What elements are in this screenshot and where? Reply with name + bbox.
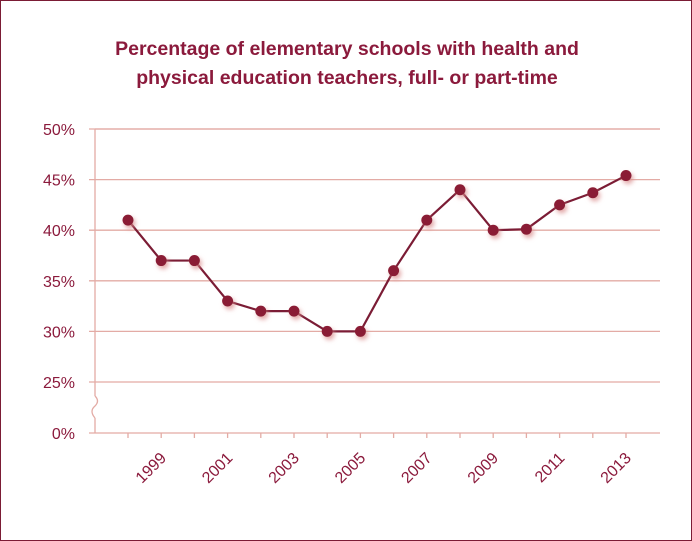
x-tick-label: 2001 <box>199 450 236 487</box>
x-tick-label: 2007 <box>398 450 435 487</box>
y-tick-label: 40% <box>43 223 75 240</box>
data-point <box>188 255 200 267</box>
data-point <box>321 325 333 337</box>
chart-title: Percentage of elementary schools with he… <box>41 35 653 93</box>
data-point <box>554 199 566 211</box>
series-line-path <box>127 174 627 333</box>
axis-break-mark <box>91 395 99 419</box>
x-tick-label: 2013 <box>598 450 635 487</box>
data-point <box>255 305 267 317</box>
data-point <box>487 224 499 236</box>
x-tick-labels: 1999 2001 2003 2005 2007 2009 2011 2013 <box>133 450 635 487</box>
data-point <box>288 305 300 317</box>
y-tick-label: 35% <box>43 274 75 291</box>
data-point <box>421 214 433 226</box>
data-point <box>587 187 599 199</box>
y-tick-label: 50% <box>43 122 75 139</box>
x-tick-label: 2009 <box>465 450 502 487</box>
data-point <box>454 184 466 196</box>
chart-title-line-2: physical education teachers, full- or pa… <box>136 67 558 89</box>
x-tick-label: 2011 <box>532 450 568 486</box>
data-point <box>388 265 400 277</box>
data-points <box>122 170 632 337</box>
x-tick-label: 2005 <box>332 450 369 487</box>
data-point <box>620 170 632 182</box>
axes <box>89 128 660 438</box>
y-tick-label: 45% <box>43 173 75 190</box>
data-point <box>222 295 234 307</box>
data-point <box>520 223 532 235</box>
x-tick-label: 2003 <box>266 450 303 487</box>
chart-title-line-1: Percentage of elementary schools with he… <box>115 38 579 60</box>
y-tick-labels: 0% 25% 30% 35% 40% 45% 50% <box>43 122 75 443</box>
series-line <box>127 174 627 333</box>
y-tick-label: 25% <box>43 375 75 392</box>
data-point <box>122 214 134 226</box>
x-tick-label: 1999 <box>133 450 170 487</box>
gridlines <box>89 128 660 383</box>
y-tick-label: 30% <box>43 324 75 341</box>
data-point <box>155 255 167 267</box>
data-point <box>354 325 366 337</box>
y-tick-label: 0% <box>52 426 75 443</box>
